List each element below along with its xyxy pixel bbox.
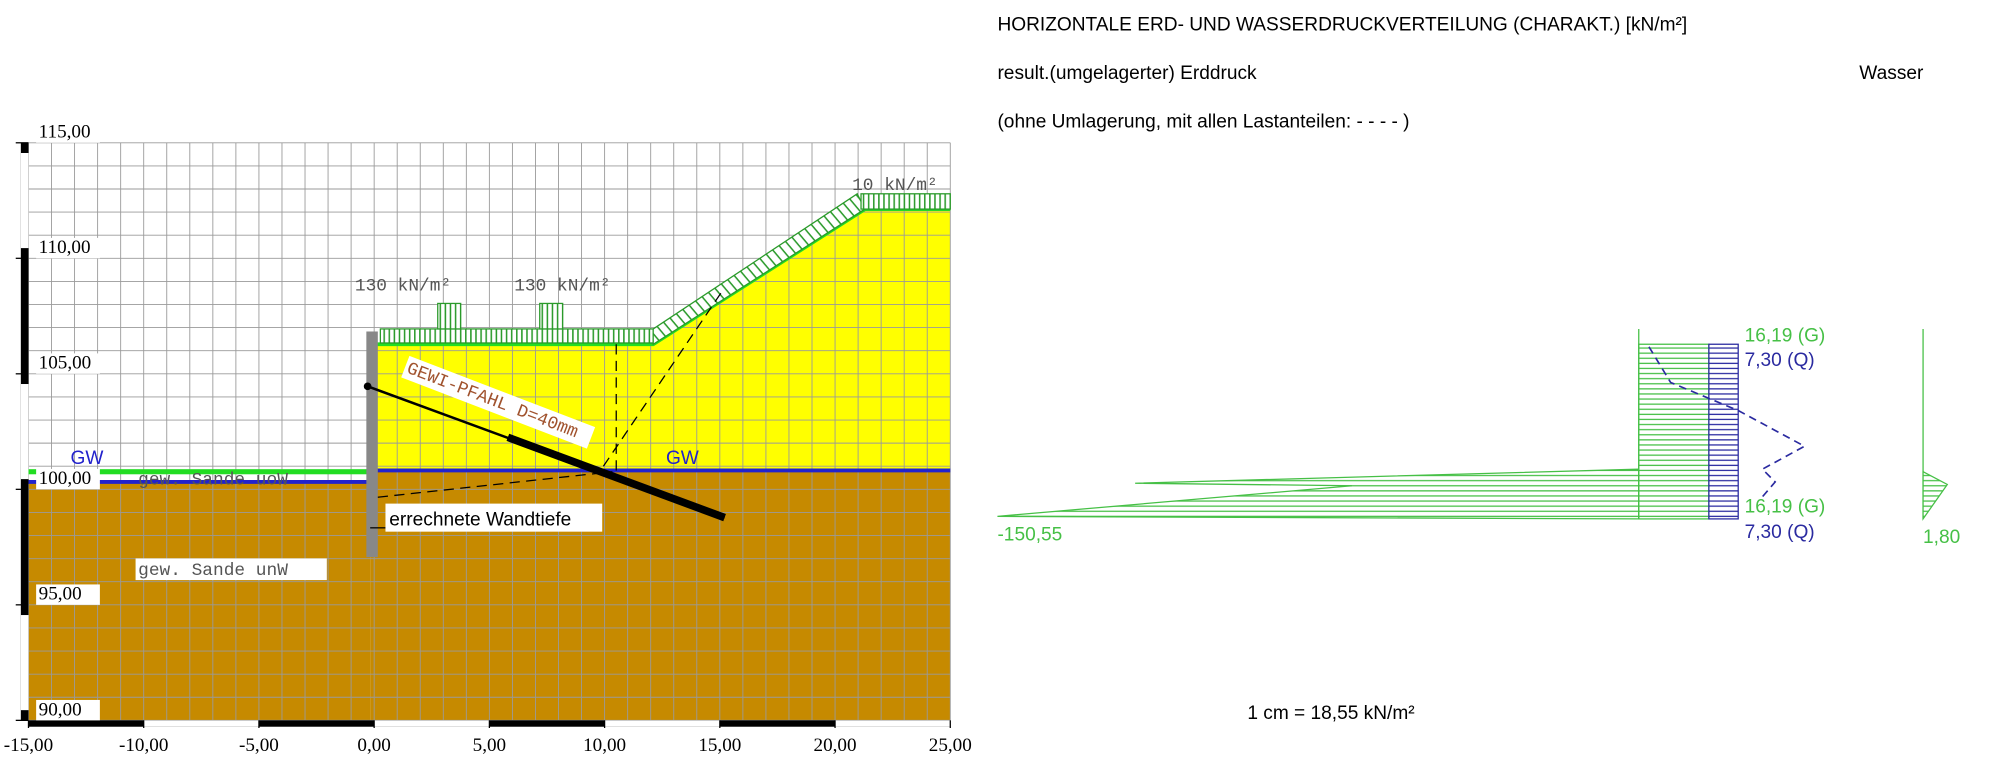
- x-tick-label: 20,00: [814, 735, 857, 756]
- dashed-line: [599, 292, 722, 473]
- label-bg: [36, 699, 100, 721]
- soil-label: gew. Sande uoW: [138, 470, 288, 490]
- load-label: 130 kN/m²: [355, 277, 451, 297]
- gw-label: GW: [71, 448, 104, 469]
- diagram-title: HORIZONTALE ERD- UND WASSERDRUCKVERTEILU…: [997, 15, 1687, 36]
- top-q-label: 7,30 (Q): [1745, 350, 1815, 371]
- ruler-gap: [835, 720, 951, 727]
- ruler-gap: [20, 615, 29, 711]
- water-pressure: [1922, 470, 1949, 521]
- top-g-label: 16,19 (G): [1745, 326, 1826, 347]
- surcharge: [379, 328, 654, 344]
- scale-label: 1 cm = 18,55 kN/m²: [1247, 703, 1414, 724]
- x-tick-label: 15,00: [698, 735, 741, 756]
- ruler-gap: [20, 384, 29, 480]
- label-bg: [36, 468, 100, 490]
- anchor-head: [363, 382, 372, 391]
- bottom-q-label: 7,30 (Q): [1745, 522, 1815, 543]
- soil-section: -15,00 -10,00 -5,00 0,00 5,00 10,00 15,00 20,00…: [4, 122, 972, 756]
- y-tick-label: 110,00: [39, 237, 91, 258]
- ruler-gap: [604, 720, 720, 727]
- water-label: 1,80: [1923, 527, 1960, 548]
- bottom-g-label: 16,19 (G): [1745, 497, 1826, 518]
- legend-note: (ohne Umlagerung, mit allen Lastanteilen…: [997, 111, 1409, 132]
- label-bg: [36, 584, 100, 605]
- x-tick-label: -5,00: [239, 735, 279, 756]
- label-bg: [36, 122, 100, 143]
- load-label: 10 kN/m²: [852, 176, 938, 196]
- load-label: 130 kN/m²: [514, 277, 610, 297]
- surcharge-block: [437, 302, 462, 330]
- x-tick-label: -15,00: [4, 735, 53, 756]
- x-tick-label: 10,00: [583, 735, 626, 756]
- label-bg: [401, 355, 596, 449]
- ruler-segments: [20, 152, 951, 727]
- y-tick-label: 95,00: [39, 584, 82, 605]
- label-bg: [135, 558, 327, 581]
- ground-line-left: [28, 469, 371, 475]
- earth-pressure-q: [1708, 343, 1739, 520]
- ruler-gap: [20, 152, 29, 249]
- x-tick-label: 25,00: [929, 735, 972, 756]
- legend-water: Wasser: [1859, 63, 1924, 84]
- ruler-gap: [143, 720, 259, 727]
- wall: [366, 331, 378, 558]
- y-tick-label: 115,00: [39, 122, 91, 143]
- min-label: -150,55: [997, 525, 1062, 546]
- pressure-diagram: HORIZONTALE ERD- UND WASSERDRUCKVERTEILU…: [997, 15, 1960, 724]
- earth-pressure-spike: [997, 468, 1640, 520]
- wall-depth-label: errechnete Wandtiefe: [389, 509, 571, 530]
- y-tick-label: 90,00: [39, 699, 82, 720]
- x-tick-label: -10,00: [119, 735, 168, 756]
- gw-label: GW: [666, 448, 699, 469]
- surcharge-top: [860, 193, 951, 210]
- y-tick-label: 105,00: [39, 353, 92, 374]
- x-tick-label: 5,00: [473, 735, 506, 756]
- label-bg: [36, 353, 100, 374]
- unredistributed-pressure: [1648, 346, 1807, 501]
- surcharge-block: [539, 302, 564, 330]
- earth-pressure-g: [1638, 343, 1710, 520]
- ticks: -15,00 -10,00 -5,00 0,00 5,00 10,00 15,00 20,00…: [4, 122, 972, 756]
- soil-label: gew. Sande unW: [138, 561, 288, 581]
- x-tick-label: 0,00: [357, 735, 390, 756]
- ruler-gap: [374, 720, 490, 727]
- dashed-line: [377, 471, 613, 498]
- legend-earth: result.(umgelagerter) Erddruck: [997, 63, 1257, 84]
- anchor-bond: [506, 433, 726, 522]
- label-bg: [36, 237, 100, 259]
- y-tick-label: 100,00: [39, 468, 92, 489]
- label-bg: [385, 503, 603, 532]
